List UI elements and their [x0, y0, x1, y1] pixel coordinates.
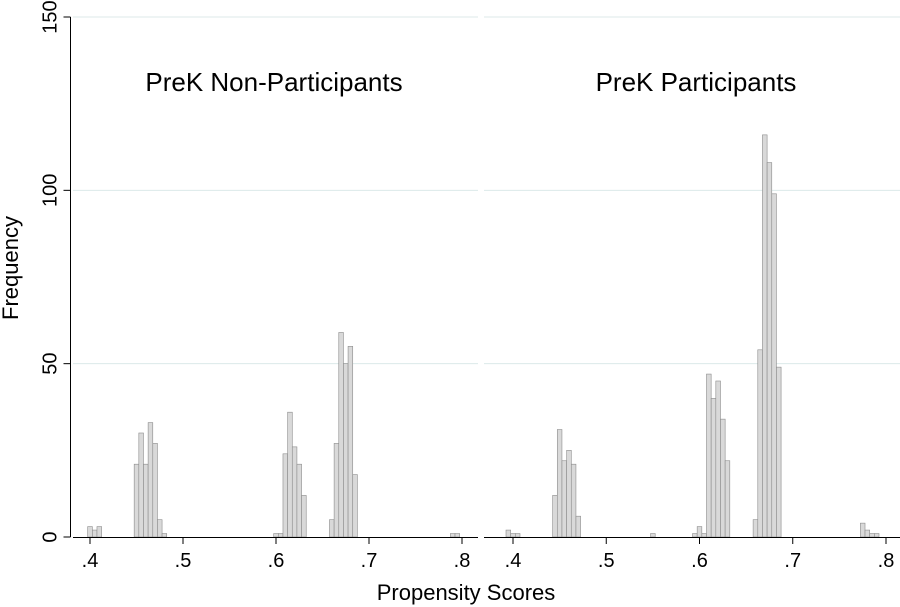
x-axis-label: Propensity Scores: [377, 580, 556, 605]
bar-0-23: [450, 533, 456, 538]
bar-1-11: [696, 526, 703, 538]
bar-1-7: [570, 463, 577, 538]
panel-title-1: PreK Participants: [596, 67, 797, 97]
y-tick-label-2: 100: [40, 174, 62, 207]
x-tick-label-1-4: .8: [878, 550, 895, 572]
bar-0-11: [278, 533, 284, 538]
bar-1-19: [757, 349, 763, 538]
bar-1-13: [706, 373, 712, 538]
x-tick-label-0-2: .6: [268, 550, 285, 572]
bar-1-25: [864, 529, 870, 538]
bar-0-24: [454, 533, 460, 538]
bar-0-13: [287, 411, 293, 538]
bar-1-22: [771, 193, 777, 538]
x-tick-label-1-0: .4: [505, 550, 522, 572]
bar-0-10: [273, 533, 279, 538]
bar-0-1: [92, 529, 98, 538]
x-tick-label-0-4: .8: [454, 550, 471, 572]
bar-1-2: [515, 533, 521, 538]
bar-0-2: [96, 526, 102, 538]
bar-0-7: [152, 443, 158, 538]
bar-0-12: [282, 453, 288, 538]
x-tick-label-0-1: .5: [175, 550, 192, 572]
bar-1-16: [720, 418, 726, 538]
bar-0-5: [143, 463, 149, 538]
y-tick-label-0: 0: [40, 531, 62, 542]
bar-0-3: [133, 463, 140, 538]
bar-1-21: [766, 162, 773, 538]
x-tick-label-1-2: .6: [691, 550, 708, 572]
panel-prek-non-participants: PreK Non-Participants .4 .5 .6 .7 .8: [73, 16, 478, 572]
bar-0-9: [161, 533, 168, 538]
bar-0-18: [333, 443, 340, 538]
bar-1-4: [556, 429, 563, 538]
panel-title-0: PreK Non-Participants: [145, 67, 402, 97]
bar-1-23: [776, 366, 782, 538]
bar-0-19: [338, 332, 344, 538]
bar-1-8: [575, 515, 581, 538]
bar-1-17: [724, 460, 731, 538]
bar-0-15: [296, 463, 302, 538]
bar-1-26: [869, 533, 875, 538]
bar-1-6: [566, 450, 572, 538]
bar-0-8: [157, 519, 163, 538]
bar-0-6: [147, 422, 154, 538]
bar-0-4: [138, 432, 144, 538]
bar-1-3: [552, 495, 558, 538]
x-tick-label-0-3: .7: [361, 550, 378, 572]
bar-1-14: [710, 398, 717, 538]
bar-1-5: [561, 460, 567, 538]
bar-0-22: [352, 474, 358, 538]
y-tick-label-1: 50: [40, 353, 62, 375]
bar-0-17: [329, 519, 335, 538]
bar-1-10: [692, 533, 698, 538]
bar-0-16: [301, 495, 307, 538]
bar-1-18: [752, 519, 759, 538]
bar-1-24: [860, 522, 866, 538]
bar-1-0: [505, 529, 511, 538]
bar-1-1: [510, 533, 516, 538]
bar-1-15: [715, 380, 721, 538]
bar-1-9: [650, 533, 656, 538]
y-tick-label-3: 150: [40, 0, 62, 33]
x-tick-label-1-3: .7: [784, 550, 801, 572]
panel-prek-participants: PreK Participants .4 .5 .6 .7 .8: [484, 16, 900, 572]
x-tick-label-1-1: .5: [598, 550, 615, 572]
bar-0-20: [343, 363, 349, 538]
x-tick-label-0-0: .4: [82, 550, 99, 572]
bar-0-14: [291, 446, 298, 538]
y-axis: 0 50 100 150: [40, 0, 71, 543]
bar-0-21: [347, 346, 354, 538]
bar-1-27: [874, 533, 880, 538]
bar-0-0: [87, 526, 93, 538]
bar-1-12: [701, 533, 707, 538]
y-axis-label: Frequency: [0, 216, 23, 320]
bar-1-20: [762, 134, 768, 538]
